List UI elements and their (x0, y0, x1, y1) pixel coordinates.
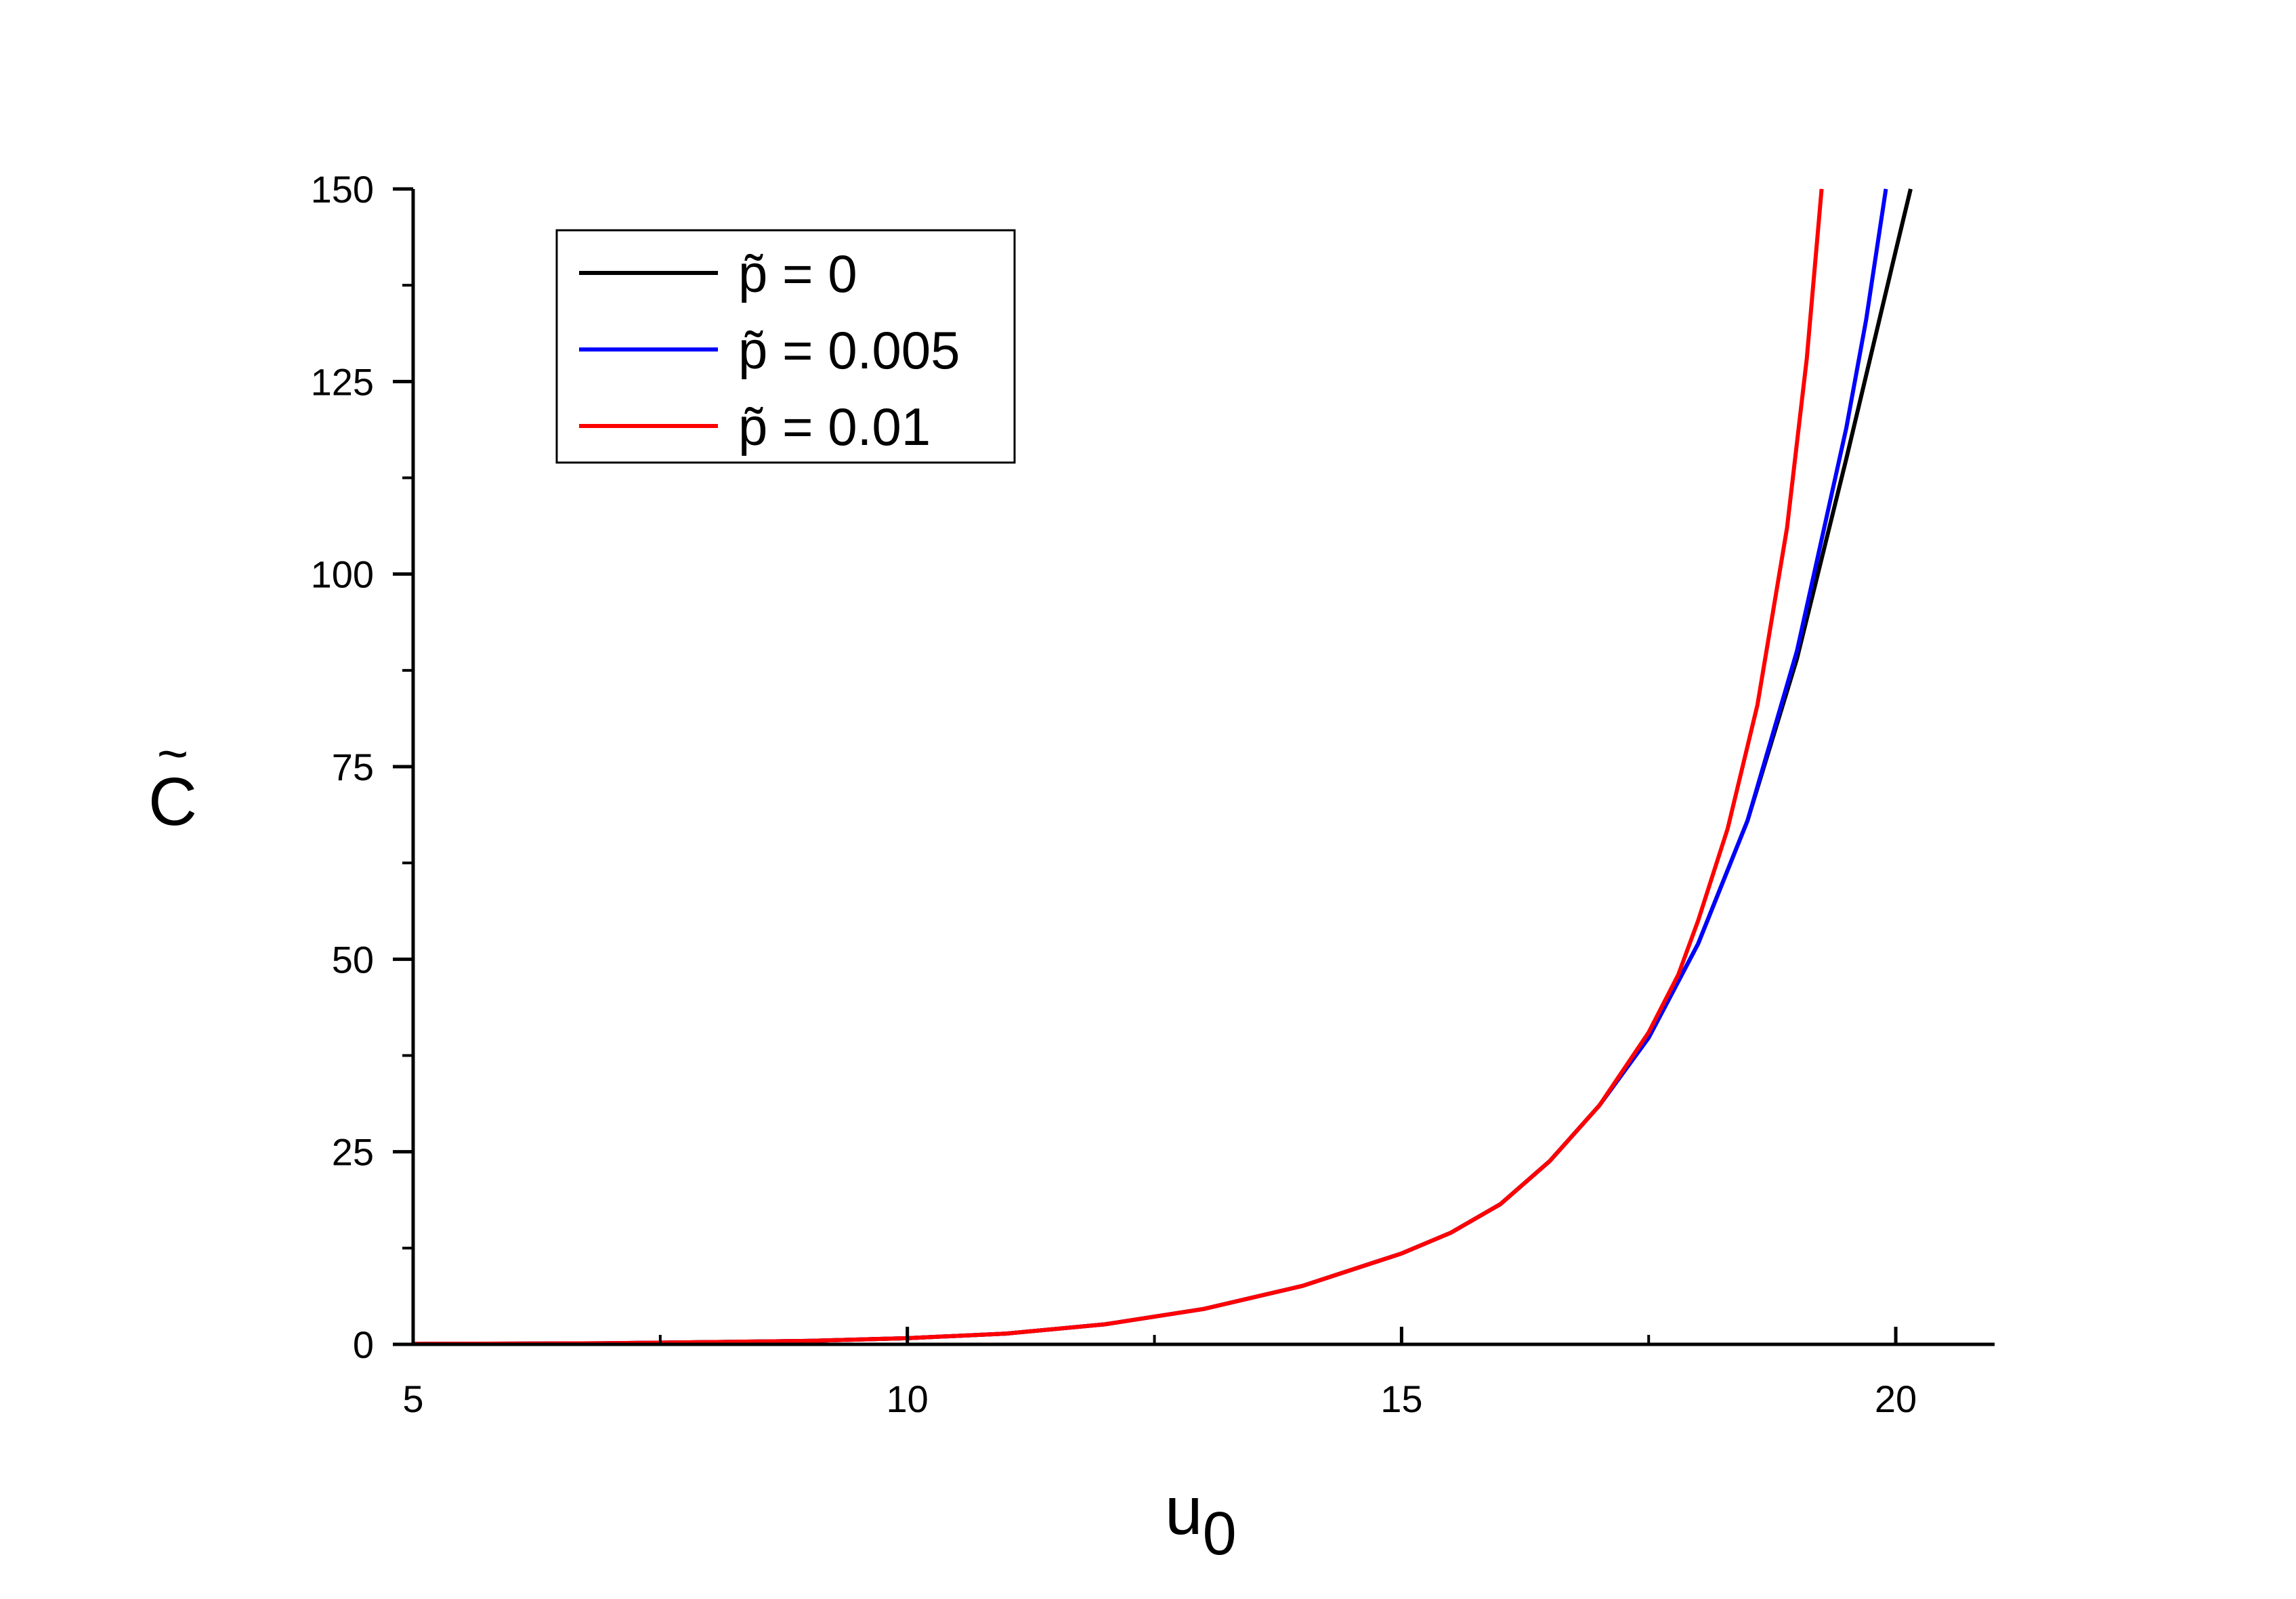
series-layer (412, 188, 1913, 1346)
x-axis-title: u0 (1165, 1473, 1237, 1568)
legend-label-1: p̃ = 0.005 (738, 320, 960, 380)
y-tick-label-0: 0 (353, 1323, 374, 1366)
y-tick-label-1: 25 (332, 1131, 374, 1174)
y-axis-title-accent: ~ (157, 723, 189, 784)
y-tick-label-6: 150 (311, 168, 374, 211)
y-tick-label-5: 125 (311, 360, 374, 403)
ticks: 5 10 15 20 0 25 50 75 100 125 150 (311, 168, 1917, 1420)
legend: p̃ = 0 p̃ = 0.005 p̃ = 0.01 (555, 229, 1016, 464)
x-tick-label-2: 15 (1380, 1378, 1422, 1420)
legend-box (555, 229, 1016, 464)
legend-label-0: p̃ = 0 (738, 244, 857, 303)
x-tick-label-0: 5 (402, 1378, 423, 1420)
x-tick-label-3: 20 (1875, 1378, 1917, 1420)
y-axis-title: C ~ (148, 723, 197, 840)
y-tick-label-3: 75 (332, 746, 374, 788)
y-tick-label-2: 50 (332, 938, 374, 981)
x-axis-title-main: u (1165, 1473, 1203, 1549)
legend-label-2: p̃ = 0.01 (738, 397, 931, 456)
y-tick-label-4: 100 (311, 553, 374, 596)
x-axis-title-text: u0 (1165, 1473, 1237, 1568)
legend-items: p̃ = 0 p̃ = 0.005 p̃ = 0.01 (579, 244, 960, 456)
y-axis-title-text: C (148, 764, 197, 840)
series-line-2 (412, 188, 1824, 1346)
x-tick-label-1: 10 (887, 1378, 929, 1420)
x-axis-title-subscript: 0 (1203, 1500, 1237, 1568)
